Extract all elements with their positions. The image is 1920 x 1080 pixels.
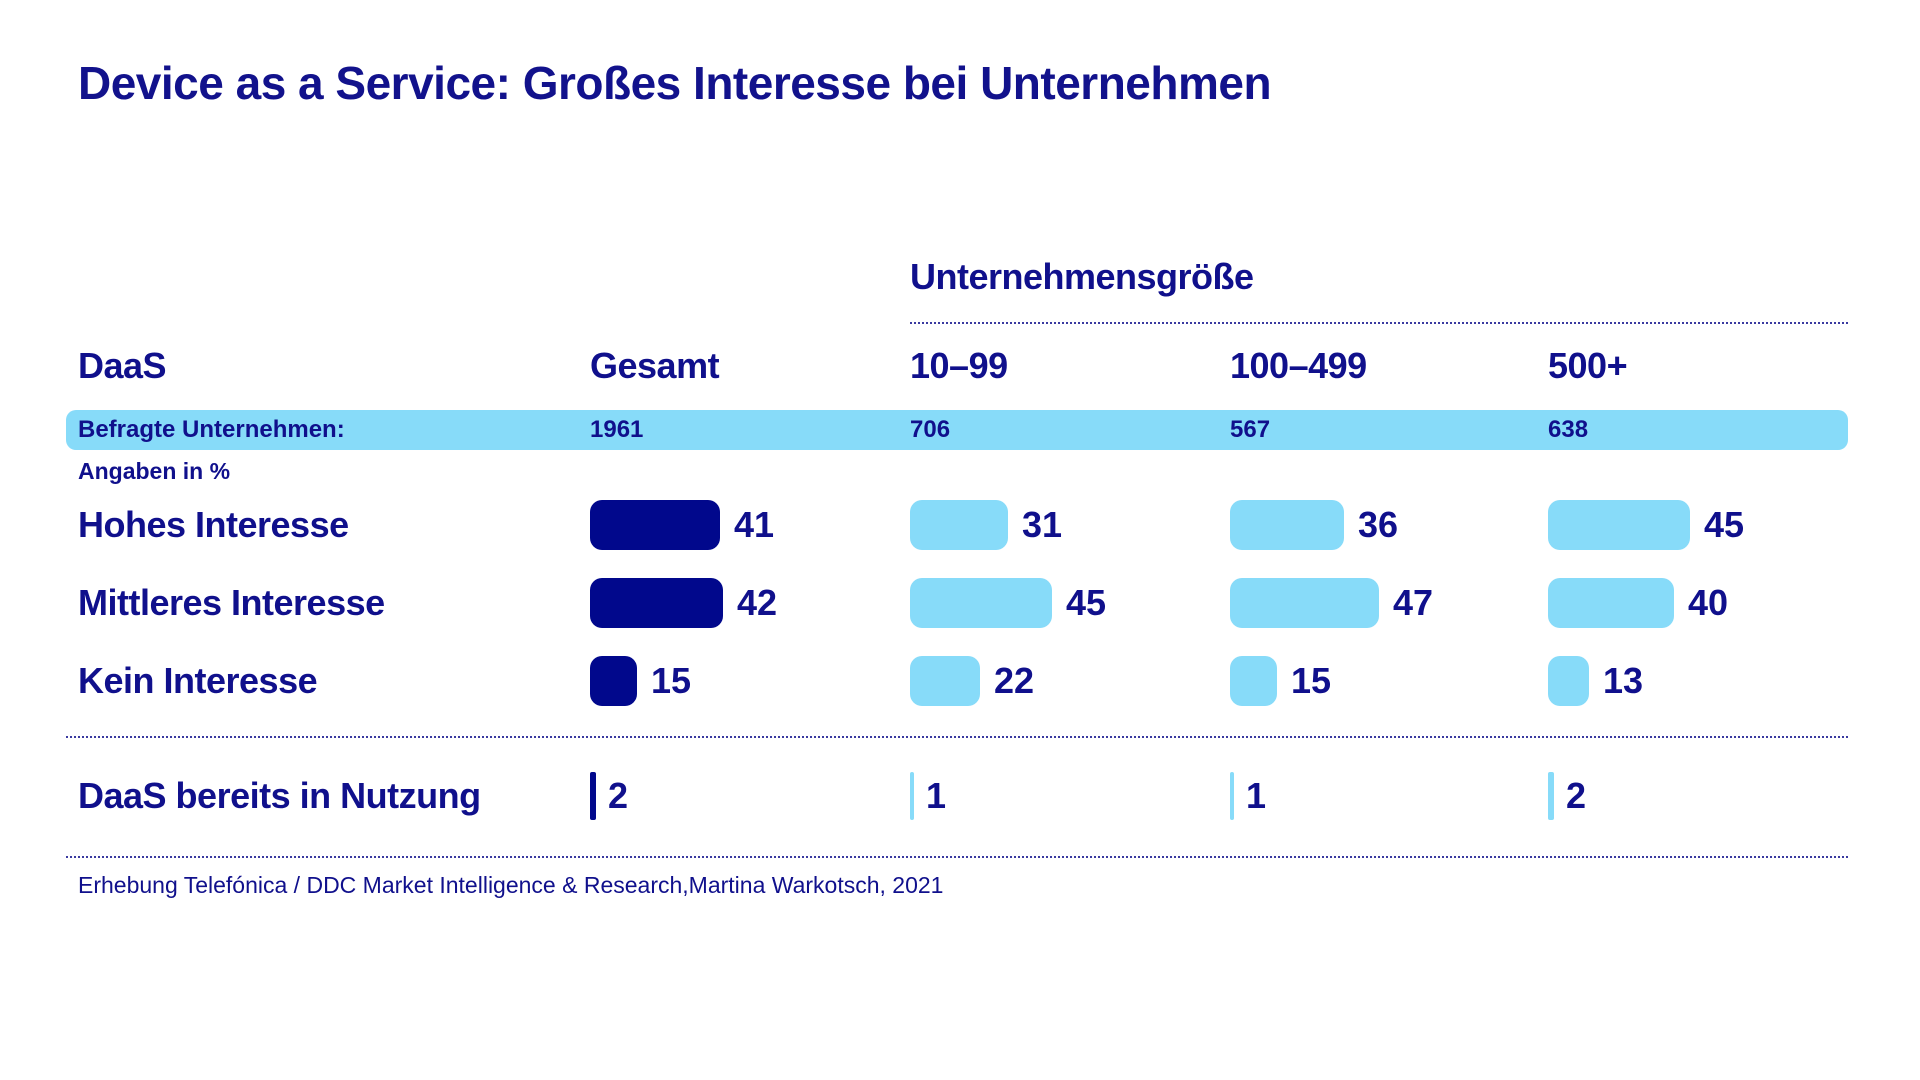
row-label: Hohes Interesse [78, 504, 349, 545]
bar-cell: 31 [910, 500, 1062, 550]
value-bar [910, 500, 1008, 550]
unit-note: Angaben in % [78, 458, 231, 484]
value-bar [1230, 656, 1277, 706]
value-label: 15 [1291, 660, 1332, 701]
value-bar [590, 578, 723, 628]
value-label: 1 [926, 775, 947, 816]
value-label: 45 [1704, 504, 1745, 545]
usage-tick [910, 772, 914, 820]
value-label: 47 [1393, 582, 1434, 623]
group-axis-label: Unternehmensgröße [910, 256, 1254, 297]
bar-cell: 45 [910, 578, 1106, 628]
surveyed-count-10-99: 706 [910, 416, 951, 443]
value-label: 22 [994, 660, 1035, 701]
tick-cell: 1 [1230, 772, 1266, 820]
column-header-10-99: 10–99 [910, 345, 1008, 386]
column-header-500plus: 500+ [1548, 345, 1628, 386]
usage-tick [1548, 772, 1554, 820]
value-label: 31 [1022, 504, 1063, 545]
surveyed-label: Befragte Unternehmen: [78, 416, 345, 443]
usage-tick [1230, 772, 1234, 820]
value-bar [910, 656, 980, 706]
group-header-divider [910, 322, 1848, 324]
row-header-label: DaaS [78, 345, 167, 386]
footer-divider [66, 856, 1848, 858]
value-bar [590, 656, 637, 706]
value-label: 2 [1566, 775, 1587, 816]
row-label: DaaS bereits in Nutzung [78, 775, 481, 816]
bar-cell: 15 [590, 656, 691, 706]
surveyed-count-100-499: 567 [1230, 416, 1271, 443]
value-bar [1230, 500, 1344, 550]
bar-cell: 36 [1230, 500, 1398, 550]
value-bar [910, 578, 1052, 628]
value-label: 45 [1066, 582, 1107, 623]
tick-cell: 2 [590, 772, 628, 820]
bar-cell: 22 [910, 656, 1034, 706]
surveyed-count-gesamt: 1961 [590, 416, 644, 443]
row-mittleres-interesse: Mittleres Interesse 42 45 47 40 [0, 578, 1920, 628]
value-bar [1548, 656, 1589, 706]
page-title: Device as a Service: Großes Interesse be… [78, 57, 1272, 109]
bar-cell: 42 [590, 578, 777, 628]
bar-cell: 40 [1548, 578, 1728, 628]
bar-cell: 47 [1230, 578, 1433, 628]
value-bar [1548, 578, 1674, 628]
column-header-gesamt: Gesamt [590, 345, 720, 386]
bar-cell: 41 [590, 500, 774, 550]
row-daas-in-nutzung: DaaS bereits in Nutzung 2 1 1 2 [0, 772, 1920, 820]
value-label: 1 [1246, 775, 1267, 816]
bar-cell: 15 [1230, 656, 1331, 706]
value-bar [1230, 578, 1379, 628]
column-header-100-499: 100–499 [1230, 345, 1367, 386]
tick-cell: 1 [910, 772, 946, 820]
value-label: 41 [734, 504, 775, 545]
row-hohes-interesse: Hohes Interesse 41 31 36 45 [0, 500, 1920, 550]
source-note: Erhebung Telefónica / DDC Market Intelli… [78, 872, 944, 898]
bar-cell: 13 [1548, 656, 1643, 706]
row-label: Kein Interesse [78, 660, 318, 701]
bar-cell: 45 [1548, 500, 1744, 550]
value-bar [1548, 500, 1690, 550]
value-label: 36 [1358, 504, 1399, 545]
surveyed-band: Befragte Unternehmen: 1961 706 567 638 [66, 410, 1848, 450]
row-kein-interesse: Kein Interesse 15 22 15 13 [0, 656, 1920, 706]
usage-tick [590, 772, 596, 820]
value-label: 13 [1603, 660, 1644, 701]
value-bar [590, 500, 720, 550]
tick-cell: 2 [1548, 772, 1586, 820]
value-label: 15 [651, 660, 692, 701]
value-label: 40 [1688, 582, 1729, 623]
section-divider [66, 736, 1848, 738]
row-label: Mittleres Interesse [78, 582, 385, 623]
value-label: 2 [608, 775, 629, 816]
surveyed-count-500plus: 638 [1548, 416, 1589, 443]
value-label: 42 [737, 582, 778, 623]
